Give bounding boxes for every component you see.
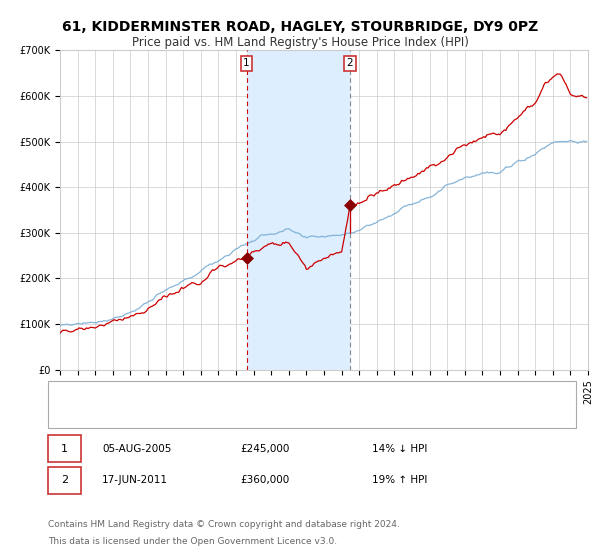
Text: Price paid vs. HM Land Registry's House Price Index (HPI): Price paid vs. HM Land Registry's House … bbox=[131, 36, 469, 49]
Text: 1: 1 bbox=[243, 58, 250, 68]
Text: £245,000: £245,000 bbox=[240, 444, 289, 454]
Text: 2: 2 bbox=[61, 475, 68, 486]
Bar bbox=[247, 50, 350, 370]
Text: 19% ↑ HPI: 19% ↑ HPI bbox=[372, 475, 427, 486]
Text: 61, KIDDERMINSTER ROAD, HAGLEY, STOURBRIDGE, DY9 0PZ (detached house): 61, KIDDERMINSTER ROAD, HAGLEY, STOURBRI… bbox=[99, 389, 513, 399]
Text: 2: 2 bbox=[346, 58, 353, 68]
Text: 05-AUG-2005: 05-AUG-2005 bbox=[102, 444, 172, 454]
Text: 1: 1 bbox=[61, 444, 68, 454]
Text: This data is licensed under the Open Government Licence v3.0.: This data is licensed under the Open Gov… bbox=[48, 537, 337, 546]
Text: Contains HM Land Registry data © Crown copyright and database right 2024.: Contains HM Land Registry data © Crown c… bbox=[48, 520, 400, 529]
Text: £360,000: £360,000 bbox=[240, 475, 289, 486]
Text: 14% ↓ HPI: 14% ↓ HPI bbox=[372, 444, 427, 454]
Text: HPI: Average price, detached house, Bromsgrove: HPI: Average price, detached house, Brom… bbox=[99, 412, 355, 422]
Text: 61, KIDDERMINSTER ROAD, HAGLEY, STOURBRIDGE, DY9 0PZ: 61, KIDDERMINSTER ROAD, HAGLEY, STOURBRI… bbox=[62, 20, 538, 34]
Text: 17-JUN-2011: 17-JUN-2011 bbox=[102, 475, 168, 486]
